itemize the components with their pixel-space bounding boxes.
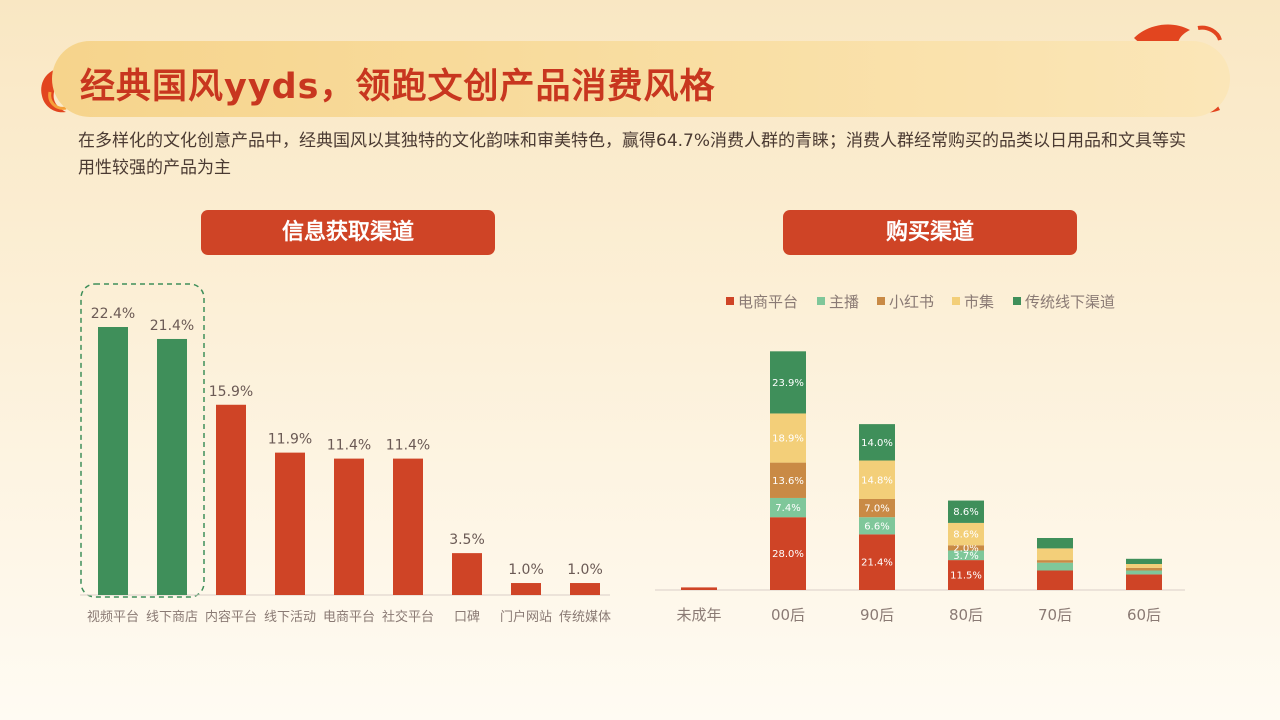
page-title: 经典国风yyds，领跑文创产品消费风格 bbox=[80, 67, 716, 107]
segment-1-0 bbox=[770, 517, 806, 590]
category-label-8: 传统媒体 bbox=[559, 610, 611, 625]
segment-label-2-1: 6.6% bbox=[864, 521, 889, 532]
category-label-0: 视频平台 bbox=[87, 610, 139, 625]
category-label-1: 线下商店 bbox=[146, 610, 198, 625]
segment-4-1 bbox=[1037, 562, 1073, 571]
bar-value-label-0: 22.4% bbox=[91, 306, 135, 322]
segment-2-2 bbox=[859, 499, 895, 518]
category-label-right-5: 60后 bbox=[1127, 606, 1161, 624]
page-subtitle: 在多样化的文化创意产品中，经典国风以其独特的文化韵味和审美特色，赢得64.7%消… bbox=[78, 131, 1187, 178]
segment-label-3-0: 11.5% bbox=[950, 571, 982, 582]
legend-swatch-0 bbox=[726, 297, 734, 305]
segment-0-0 bbox=[681, 587, 717, 590]
bar-value-label-5: 11.4% bbox=[386, 438, 430, 454]
legend-swatch-4 bbox=[1013, 297, 1021, 305]
legend-label-2: 小红书 bbox=[889, 293, 934, 311]
bar-value-label-6: 3.5% bbox=[449, 532, 485, 548]
bar-value-label-8: 1.0% bbox=[567, 562, 603, 578]
bar-value-label-7: 1.0% bbox=[508, 562, 544, 578]
segment-5-3 bbox=[1126, 564, 1162, 568]
segment-4-3 bbox=[1037, 548, 1073, 561]
legend-swatch-2 bbox=[877, 297, 885, 305]
segment-label-2-0: 21.4% bbox=[861, 558, 893, 569]
segment-label-3-4: 8.6% bbox=[953, 507, 978, 518]
segment-5-2 bbox=[1126, 567, 1162, 571]
segment-3-3 bbox=[948, 522, 984, 546]
segment-3-2 bbox=[948, 545, 984, 551]
segment-label-1-1: 7.4% bbox=[775, 503, 800, 514]
category-label-right-0: 未成年 bbox=[676, 606, 721, 624]
bar-0 bbox=[98, 327, 128, 595]
segment-1-3 bbox=[770, 413, 806, 463]
legend-label-1: 主播 bbox=[829, 293, 859, 311]
category-label-7: 门户网站 bbox=[500, 609, 552, 625]
segment-label-1-4: 23.9% bbox=[772, 378, 804, 389]
segment-label-2-4: 14.0% bbox=[861, 438, 893, 449]
bar-value-label-2: 15.9% bbox=[209, 384, 253, 400]
category-label-5: 社交平台 bbox=[382, 609, 434, 625]
segment-1-2 bbox=[770, 462, 806, 498]
segment-5-4 bbox=[1126, 558, 1162, 564]
legend-label-3: 市集 bbox=[964, 293, 994, 311]
category-label-6: 口碑 bbox=[454, 609, 480, 625]
bar-5 bbox=[393, 458, 423, 595]
segment-1-4 bbox=[770, 351, 806, 414]
segment-label-1-2: 13.6% bbox=[772, 476, 804, 487]
segment-5-1 bbox=[1126, 570, 1162, 575]
bar-4 bbox=[334, 458, 364, 595]
segment-label-2-3: 14.8% bbox=[861, 475, 893, 486]
legend-label-4: 传统线下渠道 bbox=[1025, 293, 1115, 311]
category-label-right-4: 70后 bbox=[1038, 606, 1072, 624]
segment-1-1 bbox=[770, 497, 806, 518]
segment-label-1-0: 28.0% bbox=[772, 549, 804, 560]
category-label-right-3: 80后 bbox=[949, 606, 983, 624]
bar-6 bbox=[452, 553, 482, 595]
legend-label-0: 电商平台 bbox=[738, 293, 798, 311]
category-label-2: 内容平台 bbox=[205, 609, 257, 625]
highlight-box bbox=[80, 283, 205, 598]
segment-label-2-2: 7.0% bbox=[864, 504, 889, 515]
segment-2-0 bbox=[859, 534, 895, 590]
segment-5-0 bbox=[1126, 574, 1162, 590]
bar-value-label-3: 11.9% bbox=[268, 432, 312, 448]
bar-value-label-4: 11.4% bbox=[327, 438, 371, 454]
segment-4-0 bbox=[1037, 570, 1073, 590]
category-label-4: 电商平台 bbox=[323, 610, 375, 625]
segment-label-3-1: 3.7% bbox=[953, 551, 978, 562]
category-label-right-1: 00后 bbox=[771, 606, 805, 624]
segment-4-4 bbox=[1037, 538, 1073, 549]
segment-2-1 bbox=[859, 517, 895, 535]
segment-2-4 bbox=[859, 424, 895, 461]
bar-3 bbox=[275, 452, 305, 595]
segment-label-1-3: 18.9% bbox=[772, 434, 804, 445]
legend-swatch-1 bbox=[817, 297, 825, 305]
segment-label-3-3: 8.6% bbox=[953, 530, 978, 541]
info-channel-bar-chart: 22.4% 视频平台 21.4% 线下商店 15.9% 内容平台 11.9% 线下活动 11.4… bbox=[80, 283, 611, 625]
segment-3-0 bbox=[948, 560, 984, 590]
legend-swatch-3 bbox=[952, 297, 960, 305]
segment-3-4 bbox=[948, 500, 984, 523]
category-label-right-2: 90后 bbox=[860, 606, 894, 624]
section-header-purchase-channels: 购买渠道 bbox=[783, 210, 1077, 255]
segment-label-3-2: 2.0% bbox=[953, 543, 978, 554]
segment-2-3 bbox=[859, 460, 895, 499]
segment-3-1 bbox=[948, 550, 984, 561]
section-header-info-channels: 信息获取渠道 bbox=[201, 210, 495, 255]
bar-value-label-1: 21.4% bbox=[150, 318, 194, 334]
bar-7 bbox=[511, 583, 541, 595]
bar-1 bbox=[157, 338, 187, 595]
bar-8 bbox=[570, 583, 600, 595]
category-label-3: 线下活动 bbox=[264, 610, 316, 625]
title-band bbox=[52, 41, 1230, 117]
bar-2 bbox=[216, 404, 246, 595]
segment-4-2 bbox=[1037, 560, 1073, 563]
